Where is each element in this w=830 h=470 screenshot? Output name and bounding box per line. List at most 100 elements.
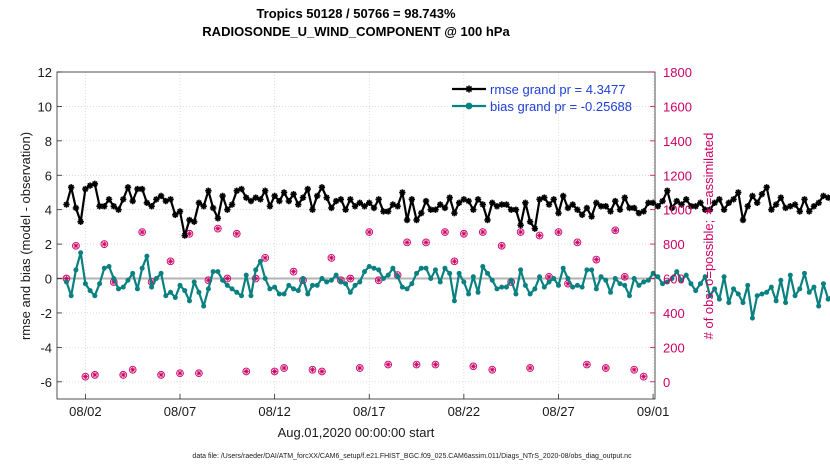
obs-assimilated-point bbox=[641, 374, 647, 380]
obs-assimilated-point bbox=[101, 241, 107, 247]
rmse-point bbox=[280, 189, 288, 196]
bias-point bbox=[125, 277, 131, 283]
obs-assimilated-point bbox=[366, 229, 372, 235]
bias-point bbox=[764, 289, 770, 295]
rmse-point bbox=[597, 203, 605, 210]
obs-possible-point bbox=[620, 272, 629, 281]
bias-point bbox=[352, 282, 358, 288]
bias-point bbox=[399, 284, 405, 290]
rmse-point bbox=[815, 199, 822, 206]
rmse-point bbox=[678, 201, 685, 208]
obs-possible-point bbox=[242, 367, 251, 376]
obs-possible-point bbox=[138, 228, 147, 236]
bias-point bbox=[466, 291, 472, 297]
rmse-point bbox=[200, 203, 207, 210]
bias-point bbox=[702, 274, 708, 280]
bias-point bbox=[565, 276, 571, 282]
y2-tick-label: 200 bbox=[663, 340, 685, 355]
obs-assimilated-point bbox=[272, 368, 278, 375]
rmse-point bbox=[209, 204, 217, 212]
obs-possible-point bbox=[535, 231, 544, 240]
bias-point bbox=[295, 288, 301, 294]
obs-possible-point bbox=[469, 362, 478, 371]
bias-point bbox=[456, 270, 462, 276]
bias-point bbox=[414, 270, 420, 276]
bias-point bbox=[395, 274, 401, 280]
bias-point bbox=[139, 265, 145, 271]
bias-point bbox=[428, 276, 434, 282]
rmse-point bbox=[351, 203, 359, 210]
obs-possible-point bbox=[412, 360, 421, 369]
rmse-point bbox=[673, 197, 680, 205]
rmse-point bbox=[153, 196, 160, 203]
bias-point bbox=[163, 293, 169, 299]
bias-point bbox=[745, 282, 751, 288]
obs-assimilated-point bbox=[546, 274, 552, 280]
rmse-point bbox=[441, 204, 449, 212]
obs-assimilated-point bbox=[158, 372, 164, 378]
bias-point bbox=[726, 300, 732, 306]
rmse-point bbox=[138, 185, 146, 193]
rmse-point bbox=[309, 206, 316, 213]
bias-point bbox=[707, 293, 713, 299]
rmse-point bbox=[361, 203, 368, 210]
rmse-point bbox=[219, 192, 226, 200]
rmse-point bbox=[749, 192, 756, 200]
bias-point bbox=[215, 269, 221, 275]
obs-assimilated-point bbox=[177, 370, 183, 376]
bias-point bbox=[253, 267, 259, 273]
bias-point bbox=[314, 282, 320, 288]
bias-point bbox=[825, 296, 830, 302]
obs-possible-point bbox=[403, 238, 411, 247]
obs-possible-point bbox=[384, 360, 393, 369]
rmse-point bbox=[735, 189, 742, 196]
rmse-point bbox=[257, 196, 264, 203]
rmse-point bbox=[318, 184, 326, 191]
bias-point bbox=[683, 272, 689, 278]
rmse-point bbox=[422, 197, 430, 205]
bias-point bbox=[593, 286, 599, 292]
bias-point bbox=[451, 298, 457, 304]
bias-point bbox=[82, 281, 88, 287]
bias-point bbox=[678, 277, 684, 283]
bias-point bbox=[636, 282, 642, 288]
bias-point bbox=[201, 303, 207, 309]
rmse-point bbox=[285, 197, 293, 205]
bias-point bbox=[598, 274, 604, 280]
bias-point bbox=[664, 279, 670, 285]
bias-point bbox=[130, 270, 136, 276]
bias-point bbox=[485, 270, 491, 276]
rmse-point bbox=[711, 199, 718, 206]
rmse-point bbox=[214, 215, 222, 222]
obs-possible-point bbox=[639, 372, 648, 381]
obs-assimilated-point bbox=[243, 368, 249, 375]
obs-assimilated-point bbox=[234, 231, 240, 237]
obs-assimilated-point bbox=[215, 226, 221, 232]
rmse-point bbox=[578, 211, 586, 219]
rmse-point bbox=[63, 201, 70, 208]
obs-assimilated-point bbox=[167, 258, 174, 264]
rmse-point bbox=[560, 192, 567, 200]
bias-point bbox=[537, 274, 543, 280]
rmse-point bbox=[67, 184, 75, 191]
bias-point bbox=[778, 277, 784, 283]
x-tick-label: 08/07 bbox=[164, 404, 197, 419]
rmse-point bbox=[758, 190, 766, 198]
bias-point bbox=[773, 298, 779, 304]
bias-point bbox=[423, 265, 429, 271]
y2-axis-label: # of obs: o=possible; ∗=assimilated bbox=[701, 133, 716, 340]
rmse-point bbox=[408, 196, 416, 203]
rmse-point bbox=[645, 199, 652, 206]
bias-point bbox=[239, 293, 245, 299]
bias-point bbox=[343, 281, 349, 287]
rmse-point bbox=[455, 199, 463, 206]
obs-assimilated-point bbox=[281, 365, 287, 371]
rmse-point bbox=[574, 206, 581, 213]
bias-point bbox=[712, 286, 718, 292]
rmse-point bbox=[564, 204, 572, 212]
obs-possible-point bbox=[128, 365, 137, 374]
y-tick-label: 8 bbox=[45, 134, 52, 149]
rmse-point bbox=[588, 213, 595, 220]
bias-point bbox=[87, 288, 93, 294]
rmse-point bbox=[176, 208, 184, 215]
